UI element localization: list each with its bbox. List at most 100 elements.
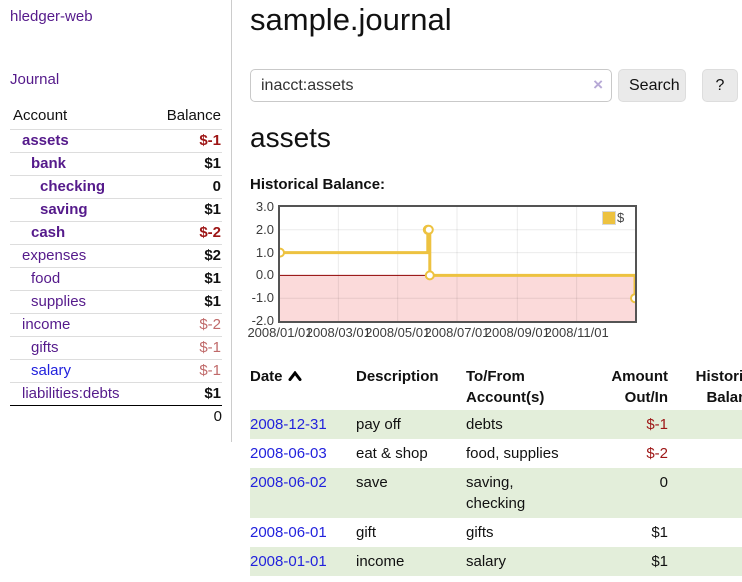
register-row: 2008-01-01 income salary $1$1 xyxy=(250,547,742,576)
accounts-total-balance: 0 xyxy=(213,408,222,425)
transaction-balance: 0 xyxy=(668,439,742,468)
chart-plot-area xyxy=(278,205,637,323)
account-balance: $1 xyxy=(204,385,221,402)
account-row: income $-2 xyxy=(10,313,222,337)
register-column-header: To/From Account(s) xyxy=(466,368,545,406)
transaction-balance: $2 xyxy=(668,518,742,547)
account-heading: assets xyxy=(250,122,331,153)
transaction-accounts: food, supplies xyxy=(466,445,559,462)
account-row: supplies $1 xyxy=(10,290,222,314)
account-row: saving $1 xyxy=(10,198,222,222)
transaction-accounts: gifts xyxy=(466,524,494,541)
account-balance: $-1 xyxy=(199,132,221,149)
account-link-expenses[interactable]: expenses xyxy=(22,247,87,264)
x-tick-label: 2008/05/01 xyxy=(365,325,431,340)
transaction-description: eat & shop xyxy=(356,445,428,462)
transaction-description: save xyxy=(356,474,388,491)
account-row: cash $-2 xyxy=(10,221,222,245)
account-row: salary $-1 xyxy=(10,359,222,383)
sort-asc-icon xyxy=(288,370,302,381)
search-box: × xyxy=(250,69,612,102)
account-row: liabilities:debts $1 xyxy=(10,382,222,406)
account-balance: $1 xyxy=(204,201,221,218)
register-row: 2008-06-02 save saving, checking 0$2 xyxy=(250,468,742,518)
transaction-amount: $-1 xyxy=(646,416,668,433)
account-link-income[interactable]: income xyxy=(22,316,71,333)
chart-legend: $ xyxy=(602,210,624,225)
transaction-description: gift xyxy=(356,524,377,541)
transaction-amount: $-2 xyxy=(646,445,668,462)
account-link-food[interactable]: food xyxy=(31,270,61,287)
x-tick-label: 2008/07/01 xyxy=(424,325,490,340)
account-link-supplies[interactable]: supplies xyxy=(31,293,87,310)
register-row: 2008-06-01 gift gifts $1$2 xyxy=(250,518,742,547)
account-link-salary[interactable]: salary xyxy=(31,362,72,379)
accounts-header-account: Account xyxy=(13,107,68,124)
account-link-assets[interactable]: assets xyxy=(22,132,69,149)
register-column-header: Amount Out/In xyxy=(611,368,668,406)
search-form: × Search ? xyxy=(250,69,742,102)
account-balance: $1 xyxy=(204,270,221,287)
y-tick-label: 0.0 xyxy=(255,267,274,283)
clear-search-icon[interactable]: × xyxy=(593,75,603,94)
brand-link[interactable]: hledger-web xyxy=(10,8,93,25)
account-link-checking[interactable]: checking xyxy=(40,178,106,195)
account-link-saving[interactable]: saving xyxy=(40,201,88,218)
account-link-bank[interactable]: bank xyxy=(31,155,67,172)
x-tick-label: 2008/09/01 xyxy=(484,325,550,340)
account-row: expenses $2 xyxy=(10,244,222,268)
help-button[interactable]: ? xyxy=(702,69,738,102)
transaction-amount: $1 xyxy=(651,553,668,570)
main-content: sample.journal × Search ? assets Histori… xyxy=(247,0,742,576)
transaction-date-link[interactable]: 2008-01-01 xyxy=(250,553,327,570)
transaction-amount: 0 xyxy=(659,474,668,491)
series-swatch-icon xyxy=(602,210,616,225)
account-row: assets $-1 xyxy=(10,129,222,153)
account-row: checking 0 xyxy=(10,175,222,199)
transaction-date-link[interactable]: 2008-06-02 xyxy=(250,474,327,491)
accounts-table: Account Balance assets $-1 bank $1 checking 0… xyxy=(10,104,222,428)
sidebar: hledger-web Journal Account Balance asse… xyxy=(0,0,232,442)
account-row: food $1 xyxy=(10,267,222,291)
transaction-date-link[interactable]: 2008-06-03 xyxy=(250,445,327,462)
account-balance: $2 xyxy=(204,247,221,264)
transaction-balance: $-1 xyxy=(668,410,742,439)
accounts-header-balance: Balance xyxy=(166,107,221,124)
x-tick-label: 2008/11/01 xyxy=(544,325,609,340)
account-balance: $-1 xyxy=(199,339,221,356)
register-row: 2008-06-03 eat & shop food, supplies $-20 xyxy=(250,439,742,468)
account-link-gifts[interactable]: gifts xyxy=(31,339,59,356)
y-tick-label: 3.0 xyxy=(255,199,274,214)
accounts-total-row: 0 xyxy=(10,405,222,429)
historical-balance-chart: 3.0 2.0 1.0 0.0 -1.0 -2.0 2008/01/01 2008/03/01… xyxy=(247,199,742,341)
account-balance: $-1 xyxy=(199,362,221,379)
sidebar-item-journal[interactable]: Journal xyxy=(10,71,60,88)
account-balance: $-2 xyxy=(199,224,221,241)
transaction-date-link[interactable]: 2008-06-01 xyxy=(250,524,327,541)
search-button[interactable]: Search xyxy=(618,69,686,102)
account-balance: 0 xyxy=(212,178,221,195)
account-balance: $-2 xyxy=(199,316,221,333)
register-table: Date Description To/From Account(s) Amount Ou… xyxy=(250,364,742,576)
y-tick-label: -2.0 xyxy=(251,313,274,328)
transaction-amount: $1 xyxy=(651,524,668,541)
transaction-accounts: debts xyxy=(466,416,503,433)
transaction-description: pay off xyxy=(356,416,401,433)
search-input[interactable] xyxy=(250,69,612,102)
y-tick-label: 1.0 xyxy=(255,244,274,260)
page-title: sample.journal xyxy=(250,2,452,37)
register-column-header: Description xyxy=(356,368,439,385)
chart-title: Historical Balance: xyxy=(250,176,386,193)
account-balance: $1 xyxy=(204,293,221,310)
transaction-date-link[interactable]: 2008-12-31 xyxy=(250,416,327,433)
register-column-header: Date xyxy=(250,364,356,410)
x-tick-label: 2008/03/01 xyxy=(305,325,371,340)
account-row: gifts $-1 xyxy=(10,336,222,360)
account-row: bank $1 xyxy=(10,152,222,176)
transaction-balance: $2 xyxy=(668,468,742,518)
account-link-liabilities-debts[interactable]: liabilities:debts xyxy=(22,385,120,402)
account-link-cash[interactable]: cash xyxy=(31,224,66,241)
x-tick-label: 2008/01/01 xyxy=(247,325,313,340)
